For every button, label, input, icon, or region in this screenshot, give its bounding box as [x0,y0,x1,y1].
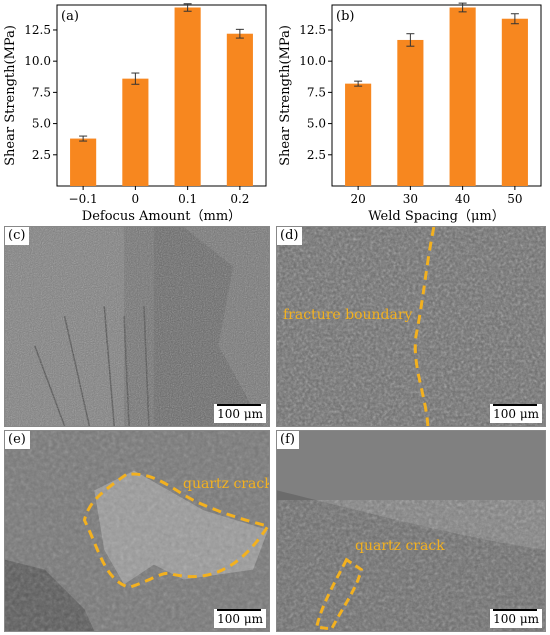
y-tick-label: 7.5 [32,85,51,99]
x-axis-label: Weld Spacing（μm） [368,209,505,224]
sem-image-d: (d) fracture boundary 100 μm [276,226,546,427]
annotation-quartz-crack-e: quartz crack [183,476,270,492]
y-tick-label: 12.5 [24,23,51,37]
y-tick-label: 7.5 [307,85,326,99]
bar [174,7,201,186]
x-tick-label: 30 [403,192,418,206]
scale-text-e: 100 μm [217,612,263,626]
x-tick-label: 50 [507,192,522,206]
x-tick-label: −0.1 [69,192,98,206]
fracture-boundary-outline [413,227,436,426]
panel-label-c: (c) [5,227,30,245]
scale-line-d [493,404,538,406]
chart-a: (a) 2.5 5.0 7.5 10.0 12.5 −0.1 0 0.1 0.2 Defocus A… [3,3,267,224]
bar [449,7,476,186]
scale-bar-e: 100 μm [214,609,266,628]
y-tick-label: 2.5 [307,148,326,162]
bar [226,33,253,187]
y-tick-label: 10.0 [299,54,326,68]
y-axis-label: Shear Strength(MPa) [278,25,293,166]
scale-text-f: 100 μm [493,612,539,626]
x-tick-label: 0.1 [178,192,197,206]
plot-frame [56,4,267,187]
sem-texture-c [5,227,269,426]
panel-label-d: (d) [277,227,303,245]
panel-label-e: (e) [5,431,30,449]
bar [345,83,372,186]
y-tick-label: 5.0 [32,117,51,131]
x-tick-label: 0.2 [230,192,249,206]
y-tick-label: 5.0 [307,117,326,131]
scale-text-c: 100 μm [217,407,263,421]
annotation-quartz-crack-f: quartz crack [355,538,445,554]
scale-line-f [493,609,538,611]
y-axis-label: Shear Strength(MPa) [3,25,18,166]
sem-texture-d [277,227,545,426]
chart-panel-label: (b) [336,9,354,24]
x-axis-label: Defocus Amount（mm） [82,209,241,224]
annotation-fracture-boundary: fracture boundary [283,307,413,323]
sem-image-c: (c) 100 μm [4,226,270,427]
y-tick-label: 12.5 [299,23,326,37]
panel-label-f: (f) [277,431,299,449]
x-tick-label: 0 [132,192,140,206]
bar [501,18,528,187]
x-tick-label: 20 [350,192,365,206]
y-tick-label: 10.0 [24,54,51,68]
bar [397,39,424,187]
scale-bar-d: 100 μm [490,404,542,423]
quartz-crack-outline-e [82,472,269,589]
scale-bar-c: 100 μm [214,404,266,423]
plot-frame [331,4,542,187]
bar [70,138,97,186]
x-tick-label: 40 [455,192,470,206]
sem-texture-f [277,431,545,631]
sem-texture-e [5,431,269,631]
y-tick-label: 2.5 [32,148,51,162]
chart-panel-label: (a) [61,9,79,24]
bar [122,78,149,186]
scale-line-c [217,404,262,406]
sem-image-e: (e) quartz crack 100 μm [4,430,270,632]
scale-line-e [217,609,262,611]
scale-bar-f: 100 μm [490,609,542,628]
scale-text-d: 100 μm [493,407,539,421]
sem-image-f: (f) quartz crack 100 μm [276,430,546,632]
